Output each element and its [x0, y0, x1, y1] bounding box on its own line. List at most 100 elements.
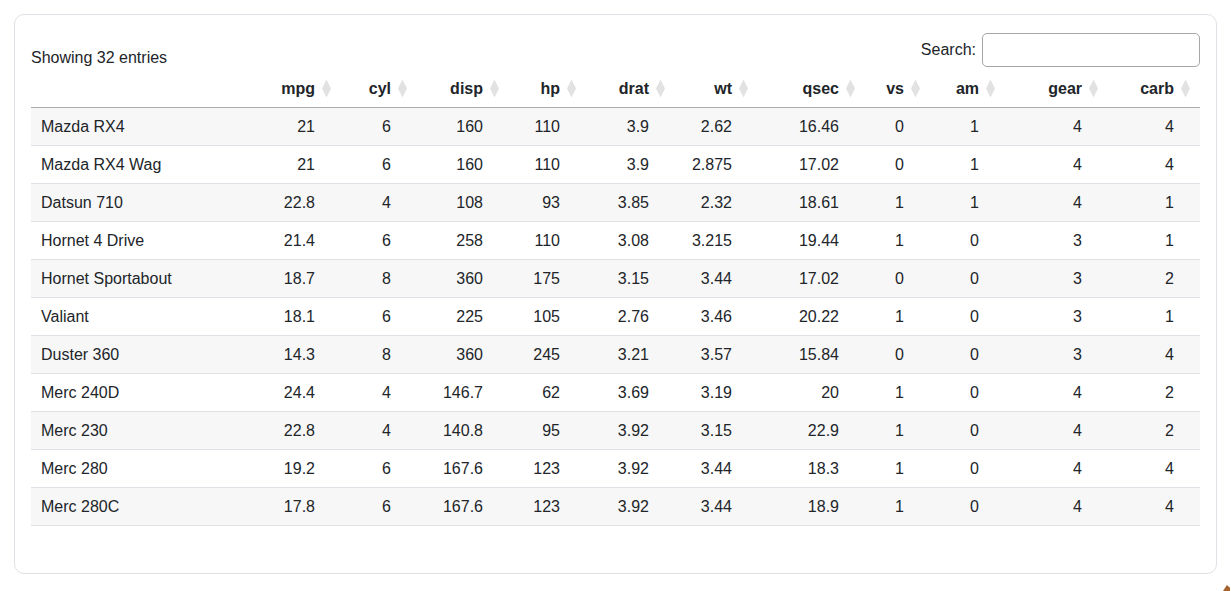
cell-carb: 1 [1108, 222, 1200, 260]
cell-carb: 4 [1108, 336, 1200, 374]
cell-drat: 3.92 [586, 450, 675, 488]
column-header-drat[interactable]: drat [586, 70, 675, 108]
cell-mpg: 22.8 [270, 412, 341, 450]
column-label-vs: vs [886, 80, 904, 97]
cell-hp: 123 [509, 450, 586, 488]
cell-name: Merc 240D [31, 374, 270, 412]
column-label-drat: drat [619, 80, 649, 97]
cell-hp: 110 [509, 108, 586, 146]
sort-both-icon [322, 80, 331, 98]
cell-vs: 0 [865, 260, 930, 298]
cell-carb: 4 [1108, 146, 1200, 184]
sort-both-icon [1181, 80, 1190, 98]
sort-both-icon [1089, 80, 1098, 98]
table-row: Merc 280C17.86167.61233.923.4418.91044 [31, 488, 1200, 526]
column-label-wt: wt [714, 80, 732, 97]
cell-disp: 167.6 [417, 450, 509, 488]
cell-name: Merc 230 [31, 412, 270, 450]
cell-name: Merc 280C [31, 488, 270, 526]
cell-qsec: 19.44 [758, 222, 865, 260]
column-header-disp[interactable]: disp [417, 70, 509, 108]
cell-wt: 3.44 [675, 260, 758, 298]
cell-drat: 3.92 [586, 412, 675, 450]
search-input[interactable] [982, 33, 1200, 67]
cell-qsec: 18.9 [758, 488, 865, 526]
column-label-mpg: mpg [281, 80, 315, 97]
cell-gear: 4 [1005, 412, 1108, 450]
column-header-qsec[interactable]: qsec [758, 70, 865, 108]
cell-vs: 1 [865, 488, 930, 526]
cell-hp: 95 [509, 412, 586, 450]
cell-vs: 1 [865, 222, 930, 260]
cell-name: Merc 280 [31, 450, 270, 488]
cell-mpg: 21 [270, 108, 341, 146]
cell-drat: 3.08 [586, 222, 675, 260]
cell-gear: 4 [1005, 450, 1108, 488]
column-label-am: am [956, 80, 979, 97]
cell-hp: 93 [509, 184, 586, 222]
cell-cyl: 6 [341, 222, 417, 260]
cell-am: 1 [930, 184, 1005, 222]
table-row: Merc 240D24.44146.7623.693.19201042 [31, 374, 1200, 412]
cell-gear: 3 [1005, 336, 1108, 374]
cell-drat: 3.85 [586, 184, 675, 222]
sort-both-icon [846, 80, 855, 98]
cell-gear: 4 [1005, 184, 1108, 222]
table-scroll-area[interactable]: mpg cyldisphp drat wt qsec vs am gear carb Mazda… [31, 70, 1200, 553]
cell-wt: 3.46 [675, 298, 758, 336]
cell-am: 0 [930, 260, 1005, 298]
table-row: Mazda RX42161601103.92.6216.460144 [31, 108, 1200, 146]
cell-drat: 3.9 [586, 108, 675, 146]
table-row: Duster 36014.383602453.213.5715.840034 [31, 336, 1200, 374]
cell-name: Duster 360 [31, 336, 270, 374]
table-head: mpg cyldisphp drat wt qsec vs am gear carb [31, 70, 1200, 108]
column-header-cyl[interactable]: cyl [341, 70, 417, 108]
cell-wt: 3.44 [675, 488, 758, 526]
cell-hp: 105 [509, 298, 586, 336]
cell-hp: 175 [509, 260, 586, 298]
cell-mpg: 24.4 [270, 374, 341, 412]
cell-disp: 360 [417, 336, 509, 374]
column-label-gear: gear [1048, 80, 1082, 97]
cell-wt: 2.32 [675, 184, 758, 222]
sort-both-icon [739, 80, 748, 98]
cell-drat: 3.21 [586, 336, 675, 374]
column-header-mpg[interactable]: mpg [270, 70, 341, 108]
column-header-hp[interactable]: hp [509, 70, 586, 108]
cell-disp: 225 [417, 298, 509, 336]
cell-carb: 4 [1108, 450, 1200, 488]
cell-hp: 110 [509, 146, 586, 184]
search-box: Search: [921, 33, 1200, 67]
column-header-name [31, 70, 270, 108]
cell-am: 0 [930, 336, 1005, 374]
column-header-carb[interactable]: carb [1108, 70, 1200, 108]
cell-vs: 1 [865, 184, 930, 222]
cell-name: Valiant [31, 298, 270, 336]
cell-qsec: 22.9 [758, 412, 865, 450]
cell-am: 0 [930, 298, 1005, 336]
cell-vs: 0 [865, 108, 930, 146]
entries-info: Showing 32 entries [31, 49, 167, 67]
cell-hp: 245 [509, 336, 586, 374]
search-label: Search: [921, 41, 976, 59]
cell-am: 0 [930, 488, 1005, 526]
cell-wt: 3.15 [675, 412, 758, 450]
header-row: mpg cyldisphp drat wt qsec vs am gear carb [31, 70, 1200, 108]
cell-qsec: 17.02 [758, 260, 865, 298]
sort-both-icon [986, 80, 995, 98]
cell-vs: 1 [865, 298, 930, 336]
cell-mpg: 21 [270, 146, 341, 184]
cell-qsec: 16.46 [758, 108, 865, 146]
column-header-am[interactable]: am [930, 70, 1005, 108]
table-row: Hornet Sportabout18.783601753.153.4417.0… [31, 260, 1200, 298]
column-header-vs[interactable]: vs [865, 70, 930, 108]
cell-gear: 3 [1005, 260, 1108, 298]
cell-carb: 1 [1108, 298, 1200, 336]
cell-disp: 160 [417, 108, 509, 146]
cell-drat: 3.69 [586, 374, 675, 412]
cell-cyl: 6 [341, 488, 417, 526]
cell-name: Mazda RX4 [31, 108, 270, 146]
column-header-gear[interactable]: gear [1005, 70, 1108, 108]
cell-name: Hornet 4 Drive [31, 222, 270, 260]
column-header-wt[interactable]: wt [675, 70, 758, 108]
